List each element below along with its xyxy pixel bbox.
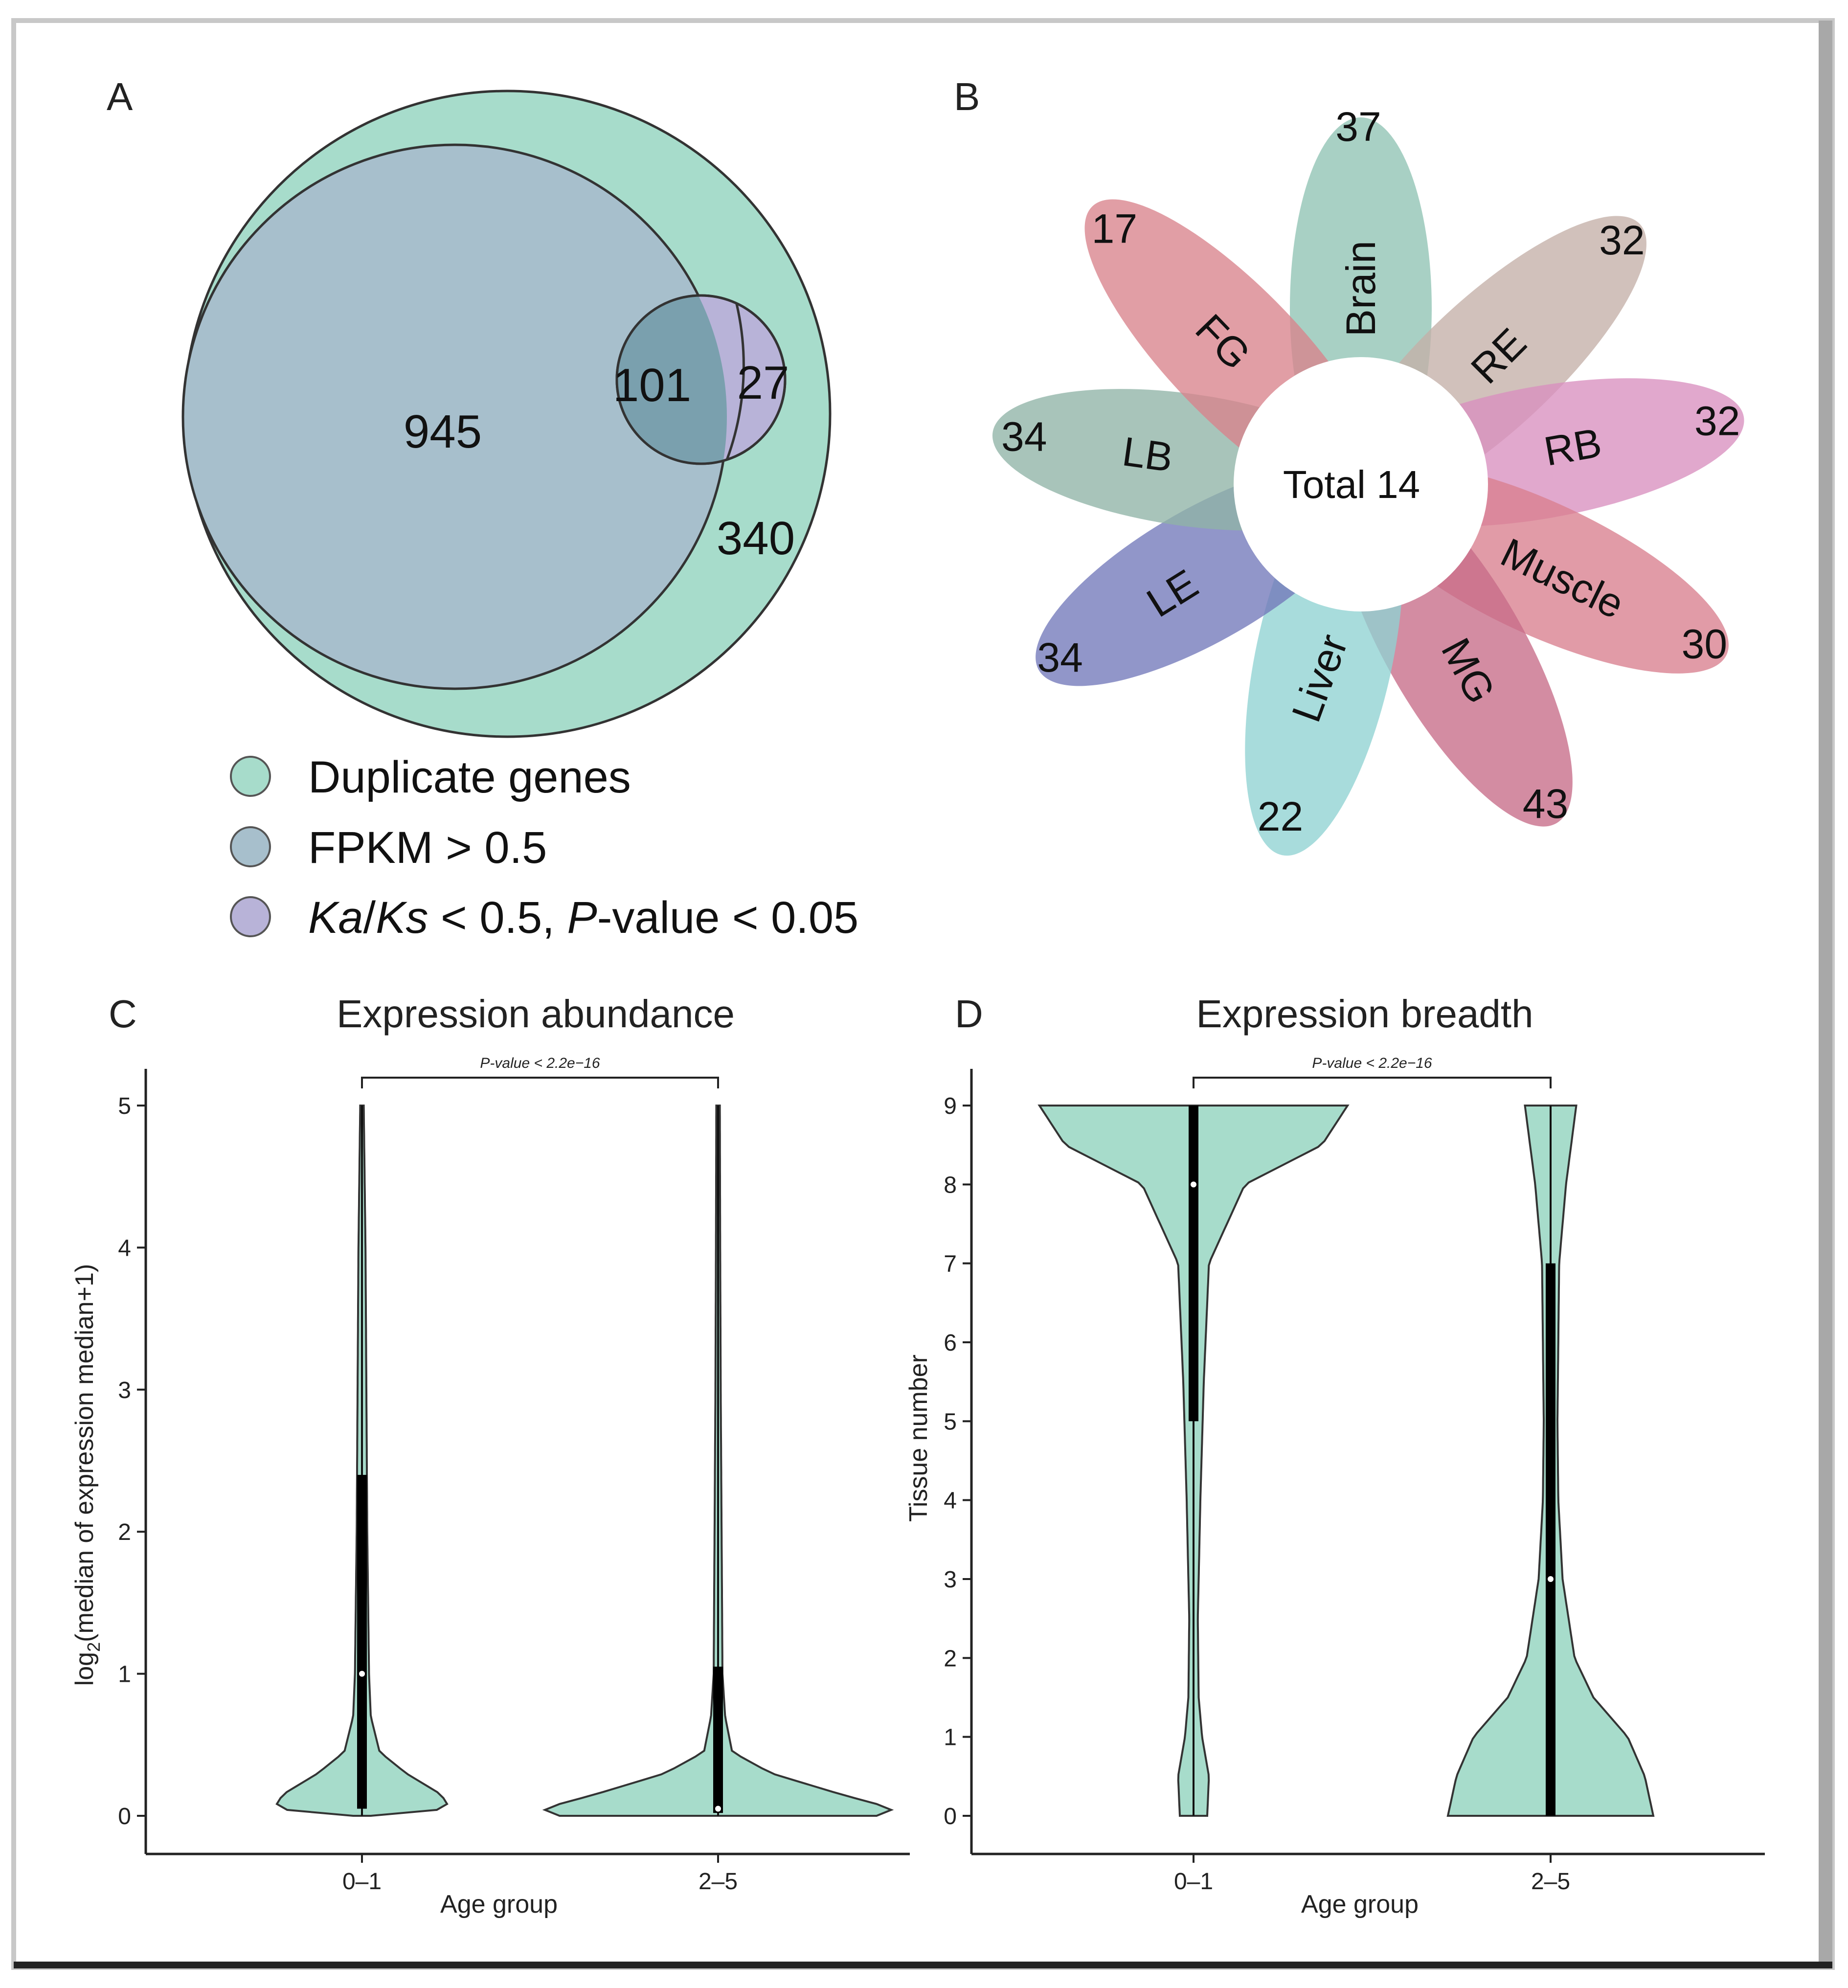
petal-value-fg: 17 (1092, 205, 1137, 251)
petal-value-lb: 34 (1001, 413, 1047, 459)
panel-c-label: C (109, 992, 137, 1036)
legend-swatch-fpkm (230, 826, 271, 867)
legend-swatch-kaks (230, 896, 271, 937)
chart-c-pvalue-label: P-value < 2.2e−16 (480, 1055, 600, 1071)
chart-c-y-tick-label: 4 (118, 1235, 131, 1261)
petal-value-liver: 22 (1258, 793, 1303, 839)
frame-shadow-bottom (14, 1962, 1832, 1968)
petal-value-re: 32 (1599, 217, 1645, 263)
chart-c-significance-bracket (361, 1077, 719, 1088)
panel-b-label: B (954, 75, 980, 118)
chart-c-y-tick-label: 1 (118, 1662, 131, 1688)
chart-c-iqr-box-2 (713, 1667, 723, 1813)
chart-d-y-tick-label: 3 (944, 1567, 957, 1593)
chart-d-pvalue-label: P-value < 2.2e−16 (1312, 1055, 1432, 1071)
chart-d-xlabel: Age group (1301, 1890, 1419, 1919)
panel-d-label: D (955, 992, 983, 1036)
venn-value-overlap: 101 (613, 359, 691, 411)
chart-c-iqr-box-1 (357, 1475, 367, 1809)
legend-swatch-duplicate (230, 756, 271, 797)
chart-c-x-tick-label: 0–1 (342, 1869, 382, 1895)
panel-b: B 37Brain32RE32RB30Muscle43MG22Liver34LE… (954, 75, 1744, 856)
chart-d-median-1 (1191, 1181, 1196, 1188)
legend-label-fpkm: FPKM > 0.5 (308, 823, 547, 873)
chart-c-xlabel: Age group (440, 1890, 558, 1919)
chart-d-y-tick-label: 4 (944, 1488, 957, 1514)
kaks-circle-outline (615, 294, 787, 465)
chart-c-y-tick-label: 5 (118, 1093, 131, 1119)
panel-c: C Expression abundance 0 1 2 3 4 5 0–1 2–5 P-val… (70, 992, 910, 1919)
chart-d-y-tick-label: 1 (944, 1725, 957, 1751)
chart-d-median-2 (1548, 1576, 1554, 1582)
petal-name-lb: LB (1120, 428, 1176, 480)
petal-value-muscle: 30 (1682, 621, 1727, 667)
chart-d-y-tick-label: 5 (944, 1409, 957, 1435)
fpkm-kaks-overlap (617, 295, 727, 464)
petal-value-rb: 32 (1694, 398, 1740, 444)
chart-c-y-tick-label: 3 (118, 1378, 131, 1403)
chart-c-title: Expression abundance (337, 992, 735, 1036)
chart-d-ylabel: Tissue number (904, 1355, 933, 1522)
chart-d-y-tick-label: 7 (944, 1251, 957, 1277)
flower-center (1234, 357, 1488, 611)
chart-d-y-tick-label: 2 (944, 1646, 957, 1672)
fpkm-arc-outline (725, 303, 745, 460)
petal-name-brain: Brain (1338, 241, 1384, 337)
chart-d: 0 1 2 3 4 5 6 7 8 9 0–1 2–5 P-value < 2.2e−16 (944, 1055, 1765, 1895)
chart-d-y-tick-label: 9 (944, 1093, 957, 1119)
petal-value-mg: 43 (1523, 781, 1568, 827)
chart-d-y-tick-label: 8 (944, 1172, 957, 1198)
chart-c-median-1 (359, 1671, 365, 1677)
chart-d-iqr-box-1 (1189, 1106, 1198, 1422)
chart-c-y-tick-label: 2 (118, 1519, 131, 1545)
chart-c-ylabel: log2(median of expression median+1) (70, 1264, 104, 1686)
chart-d-y-tick-label: 0 (944, 1804, 957, 1830)
legend-label-duplicate: Duplicate genes (308, 752, 631, 802)
venn-value-duplicate-only: 340 (717, 512, 795, 565)
panel-a-label: A (107, 75, 133, 118)
flower-center-label: Total 14 (1283, 463, 1420, 506)
chart-d-x-tick-label: 0–1 (1174, 1869, 1213, 1895)
chart-d-x-tick-label: 2–5 (1531, 1869, 1570, 1895)
chart-d-y-tick-label: 6 (944, 1330, 957, 1356)
chart-c-median-2 (715, 1806, 721, 1812)
venn-value-fpkm-only: 945 (404, 406, 482, 458)
venn-legend: Duplicate genes FPKM > 0.5 Ka/Ks < 0.5, … (230, 752, 858, 943)
petal-value-brain: 37 (1335, 104, 1381, 150)
panel-a: A 945 101 27 340 Duplicate genes FPKM > … (107, 75, 858, 943)
petal-value-le: 34 (1037, 634, 1082, 680)
chart-c: 0 1 2 3 4 5 0–1 2–5 P-value < 2.2e−16 (118, 1055, 910, 1895)
chart-d-iqr-box-2 (1546, 1263, 1555, 1816)
legend-label-kaks: Ka/Ks < 0.5, P-value < 0.05 (308, 893, 858, 943)
chart-d-title: Expression breadth (1196, 992, 1533, 1036)
chart-c-x-tick-label: 2–5 (699, 1869, 738, 1895)
panel-d: D Expression breadth 0 1 2 3 4 5 6 7 8 9 0–1 2–5 P-v… (904, 992, 1765, 1919)
petal-name-rb: RB (1541, 419, 1605, 474)
chart-d-significance-bracket (1193, 1077, 1552, 1088)
venn-value-kaks-only: 27 (737, 357, 789, 409)
frame-shadow-right (1819, 21, 1832, 1967)
chart-c-y-tick-label: 0 (118, 1804, 131, 1830)
